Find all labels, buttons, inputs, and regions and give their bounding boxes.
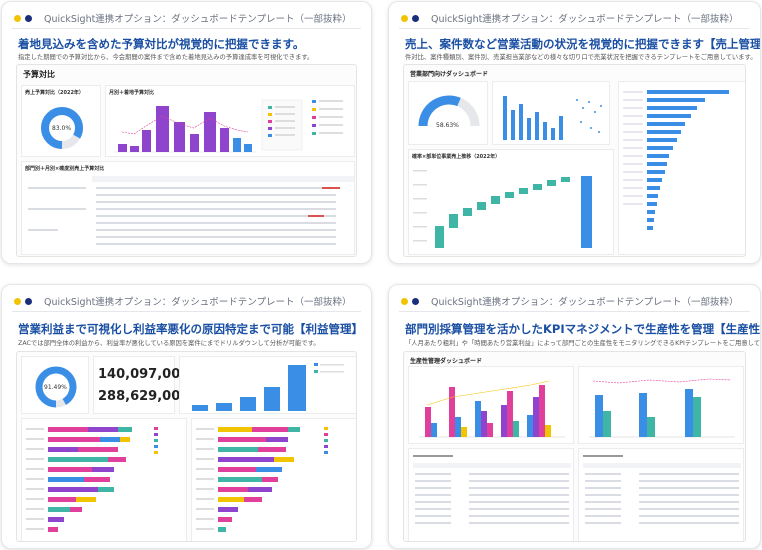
bar-panel-title: 月別＋着地予算対比 [109, 90, 155, 96]
navy-dot-icon [412, 297, 419, 305]
budget-table-panel: 部門別＋月別×確度別売上予算対比 [21, 161, 355, 255]
dashboard-screenshot: 予算対比 売上予算対比（2022年） 83.0% 月別＋着地予算対比 [16, 64, 357, 257]
grouped-bar-panel [408, 366, 574, 444]
ranking-panel [618, 81, 745, 255]
dashboard-title: 予算対比 [23, 70, 55, 79]
bar-scatter-panel [492, 81, 610, 145]
gauge-value: 91.49% [44, 384, 67, 391]
column-chart [192, 363, 344, 411]
card-description: 「人月あたり粗利」や「時間あたり営業利益」によって部門ごとの生産性をモニタリング… [405, 340, 761, 347]
gauge-chart [41, 107, 83, 149]
header-text: QuickSight連携オプション：ダッシュボードテンプレート（一部抜粋） [431, 14, 739, 25]
card-title: 営業利益まで可視化し利益率悪化の原因特定まで可能【利益管理】 [18, 322, 363, 336]
monthly-bar-panel: 月別＋着地予算対比 [105, 85, 355, 157]
data-table-left [413, 455, 571, 524]
yellow-dot-icon [14, 297, 21, 305]
table-title: 部門別＋月別×確度別売上予算対比 [25, 166, 105, 172]
divider [12, 311, 361, 312]
stacked-bar-panel-right [191, 418, 356, 541]
monthly-bar-chart [114, 99, 343, 153]
dashboard-screenshot: 営業部門向けダッシュボード 58.63% [403, 64, 746, 257]
horizontal-bar-chart [623, 90, 729, 230]
column-line-chart [589, 378, 735, 438]
column-line-panel [578, 366, 744, 444]
kpi-value-2: 288,629,000 [98, 389, 190, 404]
navy-dot-icon [412, 14, 419, 22]
stacked-bar-chart-right [196, 427, 328, 532]
budget-table [28, 176, 354, 245]
table-panel-right [578, 448, 744, 541]
divider [399, 28, 750, 29]
data-table-right [583, 455, 741, 524]
card-description: 指定した期間での予算対比から、今会期間の案件まで含めた着地見込みの予算達成率を可… [18, 54, 314, 61]
divider [12, 28, 361, 29]
kpi-panel: 140,097,000 288,629,000 [93, 356, 189, 414]
gauge-value: 83.0% [52, 125, 72, 132]
card-title: 売上、案件数など営業活動の状況を視覚的に把握できます【売上管理】 [405, 37, 761, 51]
gauge-panel-title: 売上予算対比（2022年） [25, 90, 84, 96]
stacked-bar-panel-left [21, 418, 187, 541]
card-header: QuickSight連携オプション：ダッシュボードテンプレート（一部抜粋） [401, 293, 739, 309]
yellow-dot-icon [14, 14, 21, 22]
bar-chart-panel [179, 356, 356, 414]
table-panel-left [408, 448, 574, 541]
card-budget-comparison[interactable]: QuickSight連携オプション：ダッシュボードテンプレート（一部抜粋） 着地… [1, 1, 372, 264]
grouped-bar-chart [419, 380, 565, 438]
divider [399, 311, 750, 312]
card-description: 件対比、案件種類別、案件別、売業担当業部などの様々な切り口で売業状況を把握できる… [405, 54, 757, 61]
card-description: ZACでは部門全体の利益から、利益率が悪化している原因を案件にまでドリルダウンし… [18, 340, 320, 347]
card-header: QuickSight連携オプション：ダッシュボードテンプレート（一部抜粋） [14, 293, 352, 309]
card-title: 着地見込みを含めた予算対比が視覚的に把握できます。 [18, 37, 305, 51]
header-text: QuickSight連携オプション：ダッシュボードテンプレート（一部抜粋） [431, 297, 739, 308]
header-text: QuickSight連携オプション：ダッシュボードテンプレート（一部抜粋） [44, 14, 352, 25]
card-sales-management[interactable]: QuickSight連携オプション：ダッシュボードテンプレート（一部抜粋） 売上… [388, 1, 761, 264]
yellow-dot-icon [401, 297, 408, 305]
dashboard-screenshot: 91.49% 140,097,000 288,629,000 [16, 351, 357, 542]
stacked-bar-chart-left [26, 427, 158, 532]
header-text: QuickSight連携オプション：ダッシュボードテンプレート（一部抜粋） [44, 297, 352, 308]
card-profit-management[interactable]: QuickSight連携オプション：ダッシュボードテンプレート（一部抜粋） 営業… [1, 284, 372, 549]
navy-dot-icon [25, 297, 32, 305]
card-header: QuickSight連携オプション：ダッシュボードテンプレート（一部抜粋） [14, 10, 352, 26]
gauge-panel: 58.63% [408, 81, 488, 145]
gauge-panel: 売上予算対比（2022年） 83.0% [21, 85, 101, 157]
navy-dot-icon [25, 14, 32, 22]
dashboard-title: 営業部門向けダッシュボード [410, 71, 489, 78]
dashboard-screenshot: 生産性管理ダッシュボード [403, 351, 746, 542]
dashboard-title: 生産性管理ダッシュボード [410, 358, 483, 365]
gauge-chart [418, 95, 480, 127]
card-header: QuickSight連携オプション：ダッシュボードテンプレート（一部抜粋） [401, 10, 739, 26]
gauge-value: 58.63% [436, 122, 459, 129]
kpi-value-1: 140,097,000 [98, 367, 190, 382]
gauge-chart [35, 366, 77, 408]
bar-scatter-chart [503, 96, 602, 140]
card-title: 部門別採算管理を活かしたKPIマネジメントで生産性を管理【生産性管理】 [405, 322, 761, 336]
card-productivity-management[interactable]: QuickSight連携オプション：ダッシュボードテンプレート（一部抜粋） 部門… [388, 284, 761, 549]
yellow-dot-icon [401, 14, 408, 22]
waterfall-chart [413, 170, 592, 248]
gauge-panel: 91.49% [21, 356, 89, 414]
waterfall-title: 確率×部単位事業売上推移（2022年） [412, 154, 501, 160]
waterfall-panel: 確率×部単位事業売上推移（2022年） [408, 149, 614, 255]
